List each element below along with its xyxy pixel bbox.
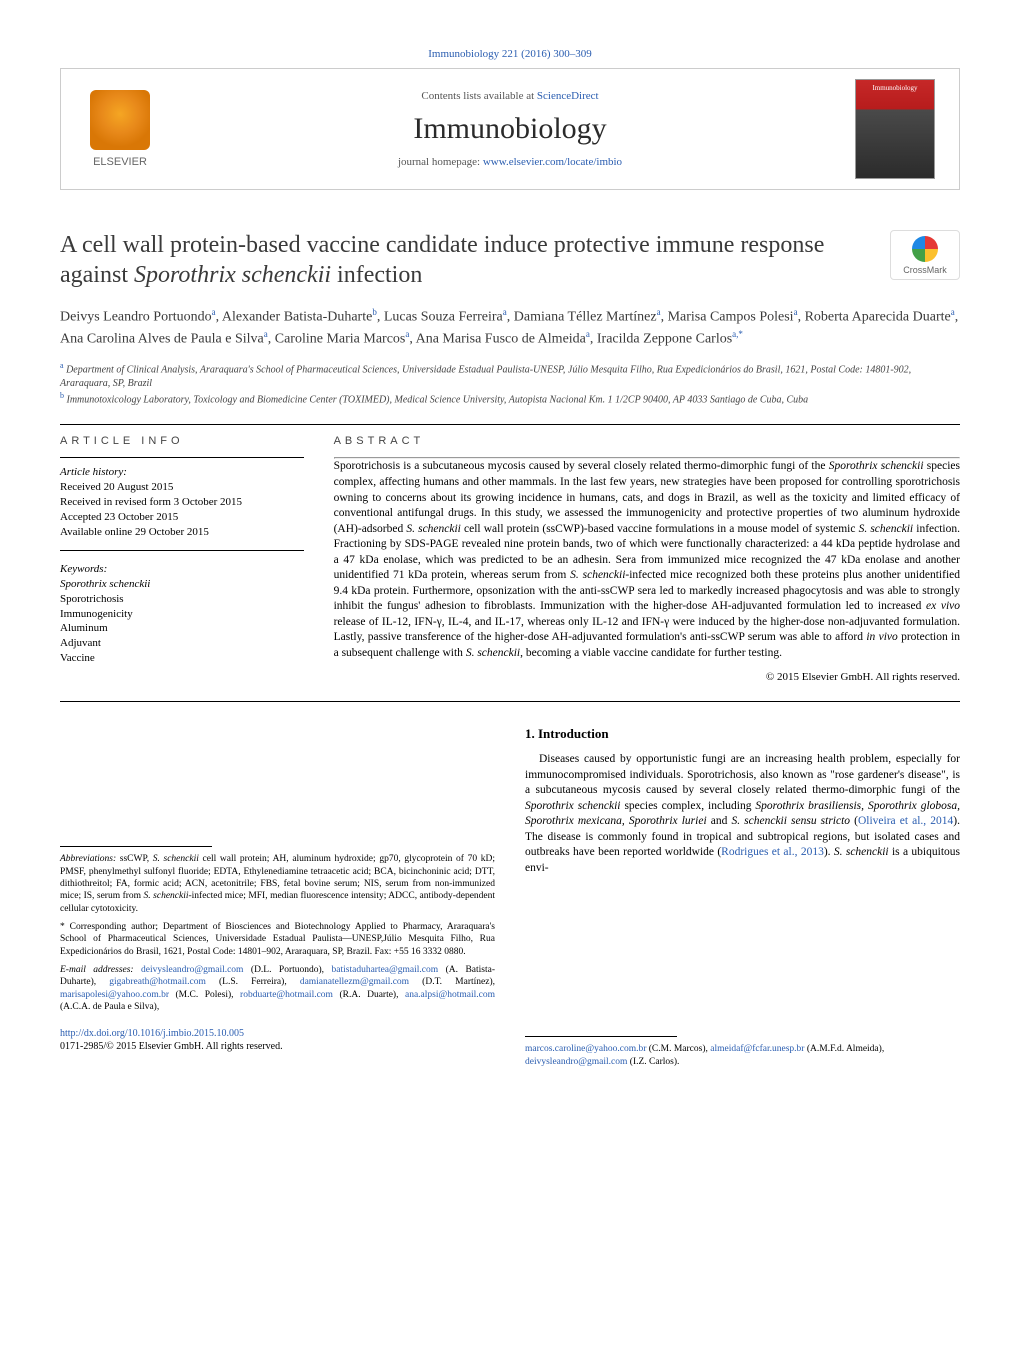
crossmark-label: CrossMark: [903, 265, 947, 275]
info-divider: [60, 457, 304, 458]
abbrev-label: Abbreviations:: [60, 854, 116, 864]
homepage-link[interactable]: www.elsevier.com/locate/imbio: [483, 156, 622, 168]
abstract-text: Sporotrichosis is a subcutaneous mycosis…: [334, 459, 960, 661]
keyword-item: Sporotrichosis: [60, 592, 304, 607]
crossmark-badge[interactable]: CrossMark: [890, 230, 960, 280]
keyword-item: Sporothrix schenckii: [60, 577, 304, 592]
keyword-item: Immunogenicity: [60, 607, 304, 622]
title-species: Sporothrix schenckii: [134, 262, 331, 288]
publisher-block: ELSEVIER: [75, 90, 165, 168]
email-label: E-mail addresses:: [60, 965, 134, 975]
history-item: Accepted 23 October 2015: [60, 510, 304, 525]
emails-continued: marcos.caroline@yahoo.com.br (C.M. Marco…: [525, 1036, 960, 1068]
title-text-2: infection: [331, 262, 422, 288]
affiliation-item: b Immunotoxicology Laboratory, Toxicolog…: [60, 391, 960, 407]
left-column: Abbreviations: ssCWP, S. schenckii cell …: [60, 726, 495, 1068]
history-item: Available online 29 October 2015: [60, 525, 304, 540]
introduction-heading: 1. Introduction: [525, 726, 960, 742]
journal-cover-thumbnail: Immunobiology: [855, 79, 935, 179]
divider-2: [60, 701, 960, 702]
homepage-line: journal homepage: www.elsevier.com/locat…: [165, 156, 855, 168]
sciencedirect-link[interactable]: ScienceDirect: [537, 90, 599, 102]
info-divider-2: [60, 550, 304, 551]
article-info-column: article info Article history: Received 2…: [60, 435, 304, 683]
affiliations: a Department of Clinical Analysis, Arara…: [60, 361, 960, 406]
keyword-item: Vaccine: [60, 651, 304, 666]
keyword-item: Adjuvant: [60, 636, 304, 651]
journal-header: ELSEVIER Contents lists available at Sci…: [60, 68, 960, 190]
abstract-copyright: © 2015 Elsevier GmbH. All rights reserve…: [334, 671, 960, 683]
crossmark-icon: [912, 236, 938, 262]
abstract-column: abstract Sporotrichosis is a subcutaneou…: [334, 435, 960, 683]
right-column: 1. Introduction Diseases caused by oppor…: [525, 726, 960, 1068]
footnote-rule-2: [525, 1036, 677, 1037]
abstract-heading: abstract: [334, 435, 960, 447]
contents-prefix: Contents lists available at: [421, 90, 536, 102]
corresponding-author-footnote: * Corresponding author; Department of Bi…: [60, 921, 495, 958]
keyword-item: Aluminum: [60, 621, 304, 636]
emails-footnote: E-mail addresses: deivysleandro@gmail.co…: [60, 964, 495, 1013]
contents-available: Contents lists available at ScienceDirec…: [165, 90, 855, 102]
introduction-paragraph: Diseases caused by opportunistic fungi a…: [525, 752, 960, 876]
article-title: A cell wall protein-based vaccine candid…: [60, 230, 890, 290]
history-label: Article history:: [60, 466, 304, 478]
author-list: Deivys Leandro Portuondoa, Alexander Bat…: [60, 306, 960, 349]
doi-block: http://dx.doi.org/10.1016/j.imbio.2015.1…: [60, 1027, 495, 1053]
keywords-label: Keywords:: [60, 563, 304, 575]
abbreviations-footnote: Abbreviations: ssCWP, S. schenckii cell …: [60, 853, 495, 915]
history-item: Received in revised form 3 October 2015: [60, 495, 304, 510]
doi-link[interactable]: http://dx.doi.org/10.1016/j.imbio.2015.1…: [60, 1028, 244, 1039]
citation: Immunobiology 221 (2016) 300–309: [60, 48, 960, 60]
divider: [60, 424, 960, 425]
publisher-name: ELSEVIER: [93, 156, 147, 168]
article-info-heading: article info: [60, 435, 304, 447]
homepage-prefix: journal homepage:: [398, 156, 483, 168]
journal-title: Immunobiology: [165, 112, 855, 146]
issn-copyright: 0171-2985/© 2015 Elsevier GmbH. All righ…: [60, 1041, 283, 1052]
cover-label: Immunobiology: [860, 84, 930, 92]
history-item: Received 20 August 2015: [60, 480, 304, 495]
footnote-rule: [60, 846, 212, 847]
affiliation-item: a Department of Clinical Analysis, Arara…: [60, 361, 960, 390]
elsevier-tree-icon: [90, 90, 150, 150]
